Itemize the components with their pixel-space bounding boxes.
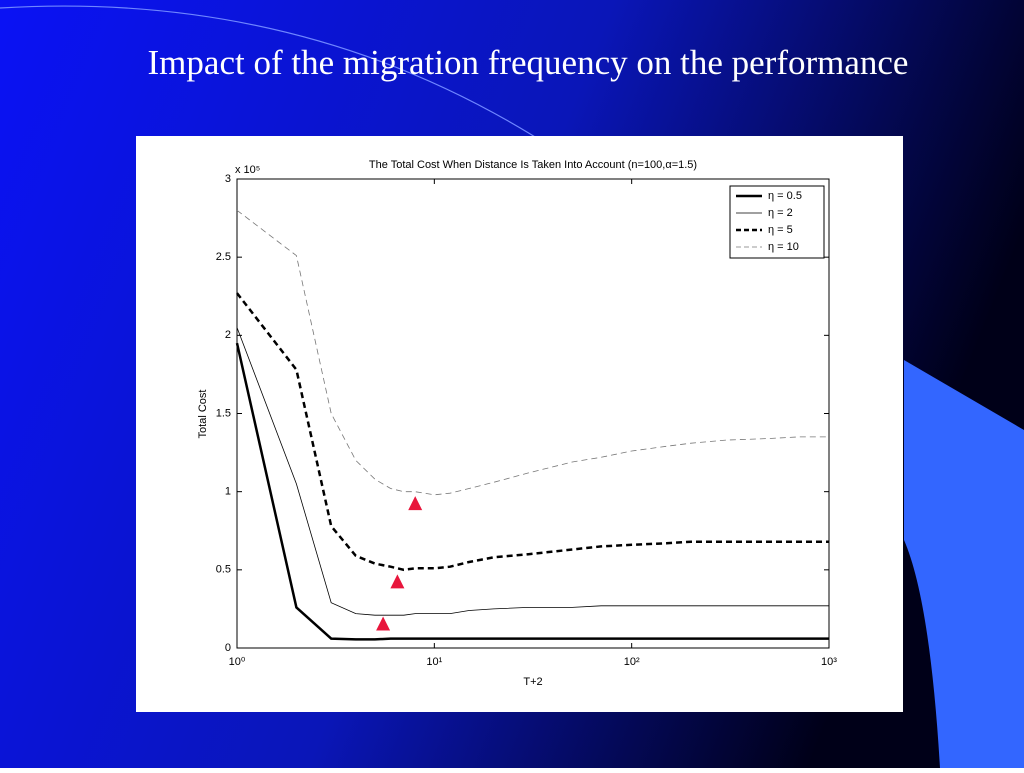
y-axis-label: Total Cost <box>197 390 209 439</box>
legend-label: η = 2 <box>768 207 793 219</box>
y-tick-label: 2.5 <box>216 251 231 263</box>
legend-label: η = 10 <box>768 241 799 253</box>
decor-shape <box>904 360 1024 768</box>
legend-box <box>729 185 825 259</box>
series-line <box>236 327 829 616</box>
y-tick-label: 0 <box>225 642 231 654</box>
x-tick-label: 10² <box>624 656 640 668</box>
chart-title: The Total Cost When Distance Is Taken In… <box>369 159 697 171</box>
marker <box>390 574 405 589</box>
slide-title: Impact of the migration frequency on the… <box>148 43 909 82</box>
y-tick-label: 2 <box>225 329 231 341</box>
x-tick-label: 10⁰ <box>229 656 246 668</box>
marker <box>408 496 423 511</box>
series-line <box>236 209 829 496</box>
y-tick-label: 0.5 <box>216 564 231 576</box>
x-axis-label: T+2 <box>523 676 542 688</box>
series-line <box>235 342 829 641</box>
y-multiplier: x 10⁵ <box>235 164 260 176</box>
decor-arc <box>0 5 541 141</box>
x-tick-label: 10³ <box>821 656 837 668</box>
x-tick-label: 10¹ <box>426 656 442 668</box>
marker <box>376 616 391 631</box>
y-tick-label: 1 <box>225 486 231 498</box>
series-line <box>236 292 829 572</box>
legend-label: η = 0.5 <box>768 190 802 202</box>
legend-label: η = 5 <box>768 224 793 236</box>
y-tick-label: 3 <box>225 173 231 185</box>
y-tick-label: 1.5 <box>216 407 231 419</box>
